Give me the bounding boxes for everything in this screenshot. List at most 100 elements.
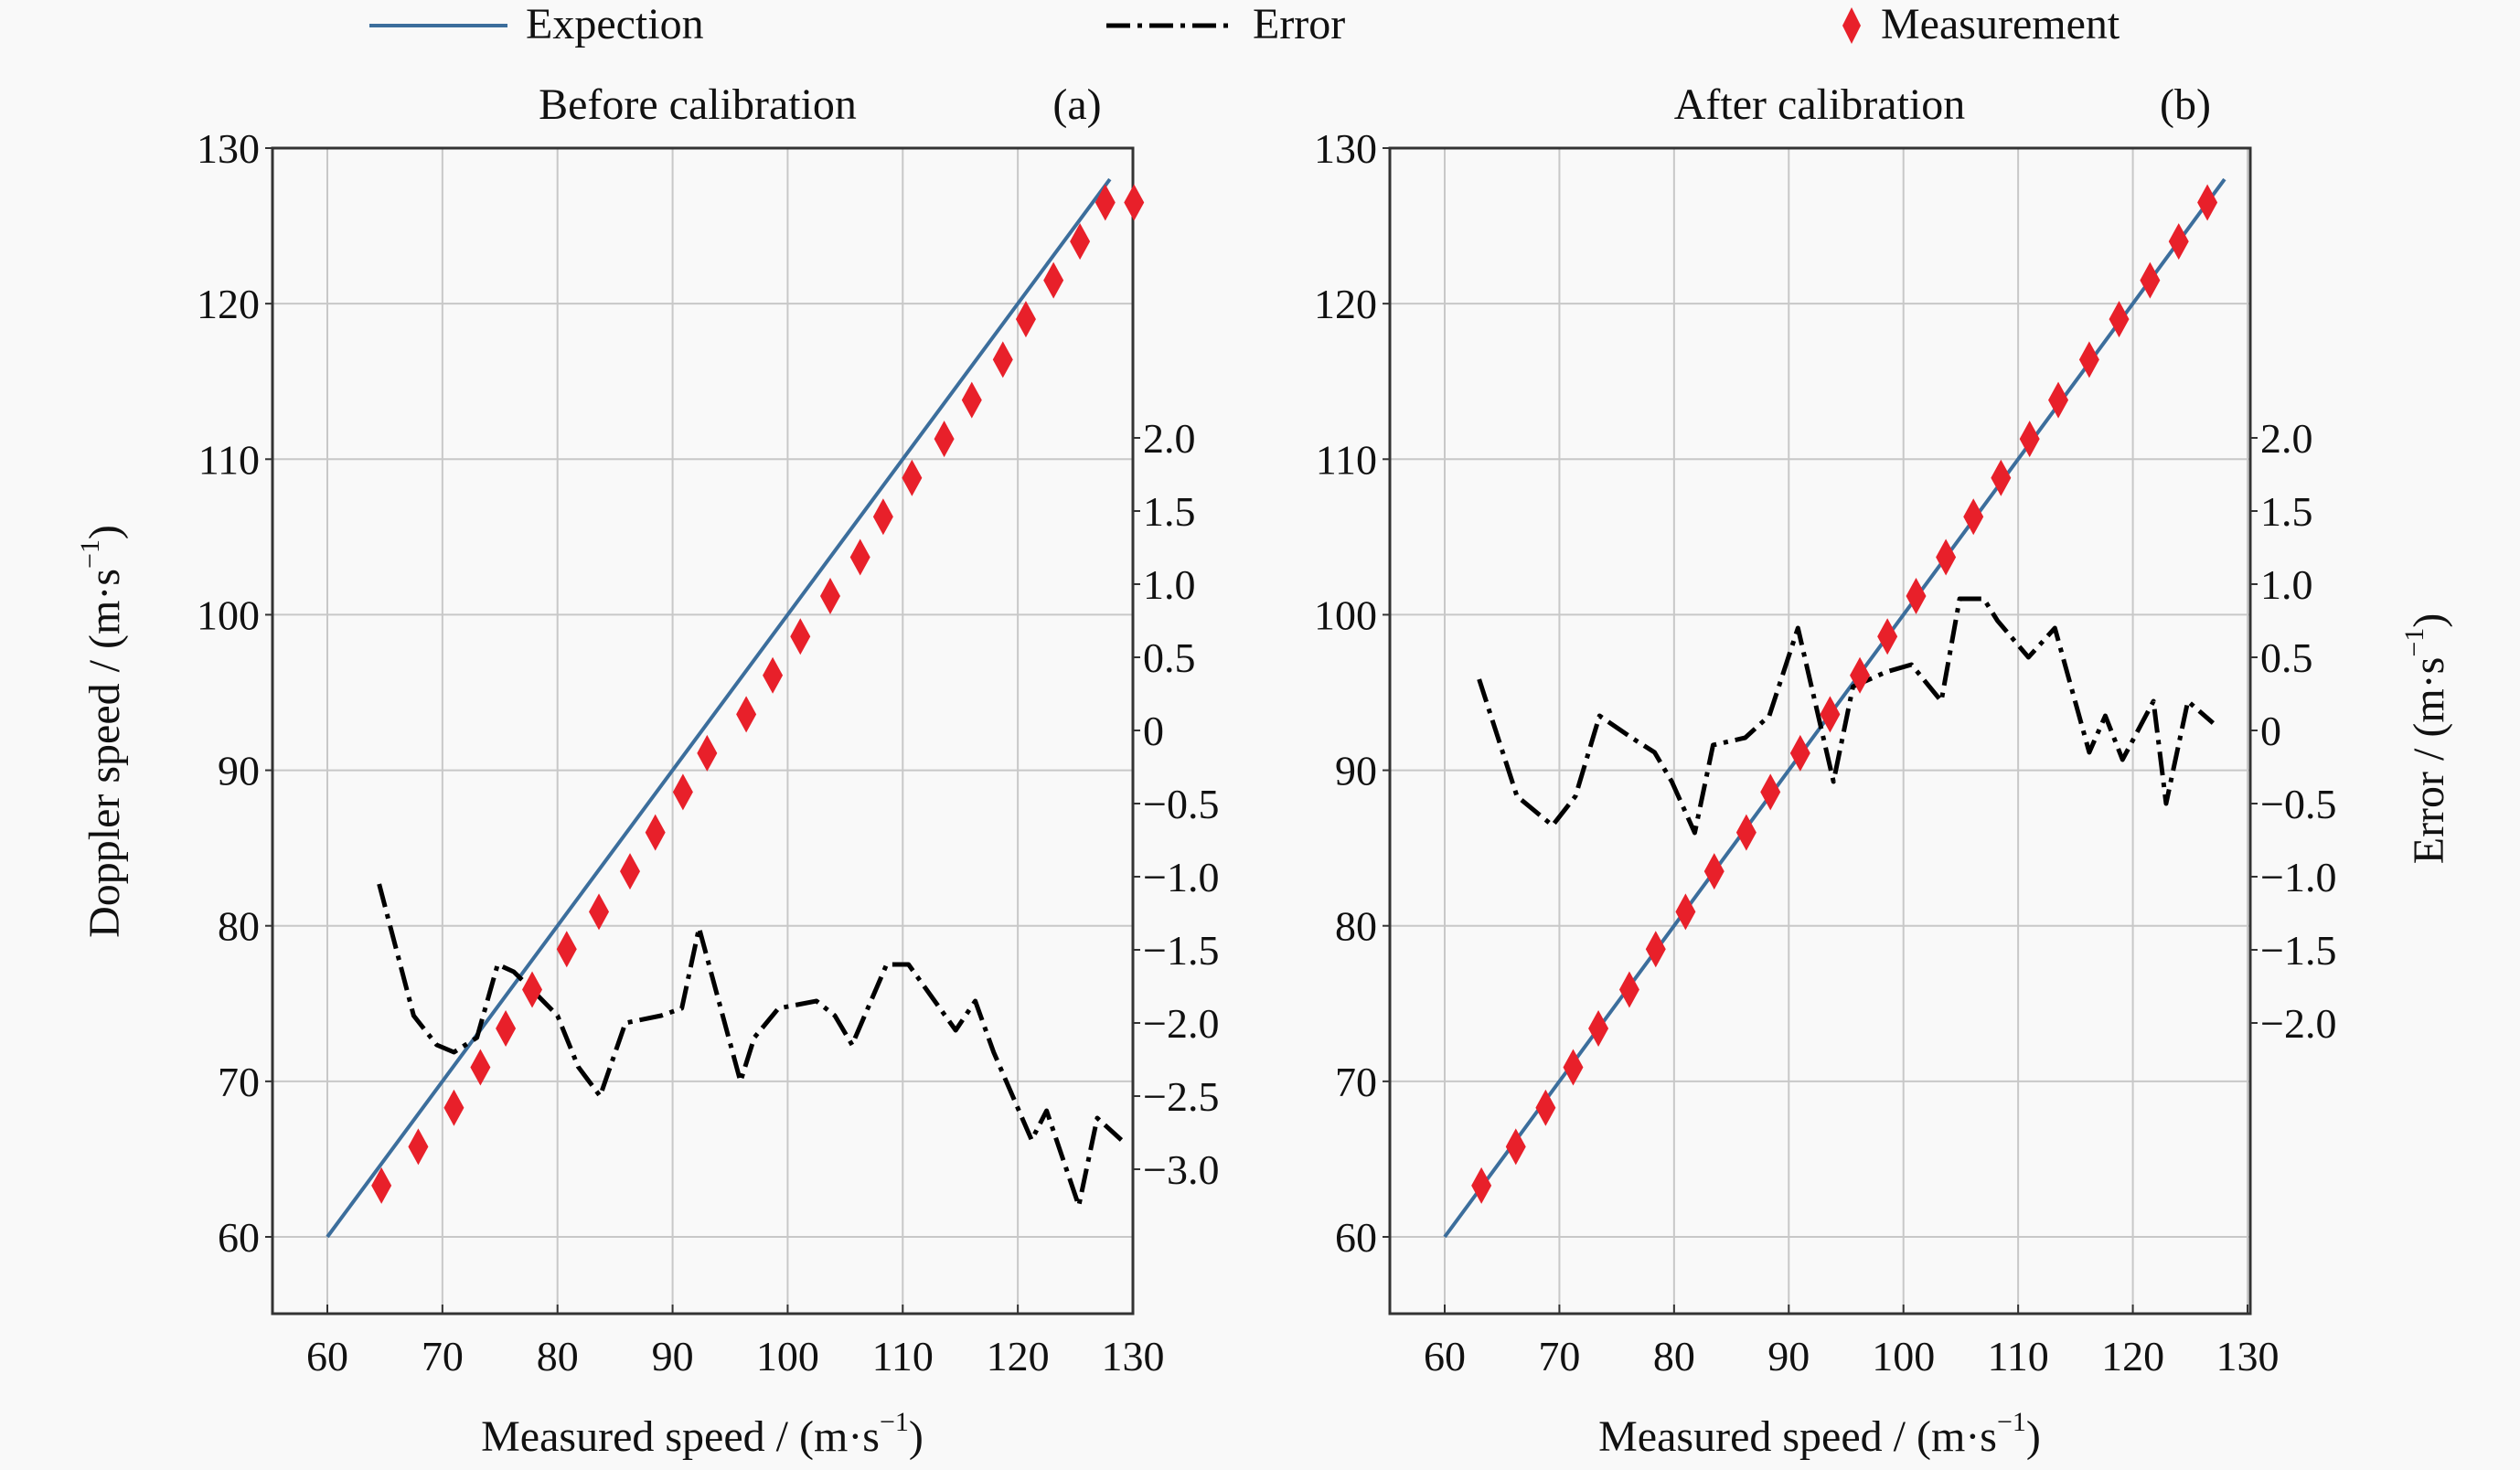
measurement-point bbox=[1070, 223, 1091, 261]
measurement-point bbox=[2048, 381, 2069, 419]
x-tick-label: 70 bbox=[1538, 1333, 1580, 1379]
measurement-point bbox=[1015, 301, 1036, 338]
measurement-point bbox=[1735, 814, 1757, 851]
measurement-point bbox=[470, 1049, 491, 1086]
measurement-point bbox=[408, 1128, 429, 1166]
error-axis-tick-label: 1.5 bbox=[2260, 488, 2313, 535]
measurement-point bbox=[645, 814, 666, 851]
y-tick-label: 60 bbox=[1335, 1214, 1377, 1261]
measurement-point bbox=[443, 1089, 464, 1126]
measurement-point bbox=[1850, 656, 1871, 694]
legend-expection-label: Expection bbox=[526, 0, 704, 48]
measurement-point bbox=[1936, 538, 1957, 576]
y-tick-label: 130 bbox=[197, 125, 260, 172]
measurement-point bbox=[1588, 1010, 1609, 1048]
measurement-point bbox=[763, 656, 784, 694]
error-axis-tick-label: −0.5 bbox=[2260, 781, 2336, 827]
y-tick-label: 90 bbox=[1335, 748, 1377, 794]
legend-measurement-label: Measurement bbox=[1881, 0, 2120, 48]
x-tick-label: 60 bbox=[306, 1333, 348, 1379]
measurement-point bbox=[1906, 578, 1927, 615]
x-tick-label: 60 bbox=[1424, 1333, 1466, 1379]
error-axis-tick-label: −1.0 bbox=[2260, 854, 2336, 900]
x-tick-label: 90 bbox=[1767, 1333, 1810, 1379]
measurement-point bbox=[1471, 1166, 1492, 1204]
legend-error-label: Error bbox=[1253, 0, 1345, 48]
measurement-point bbox=[2109, 301, 2130, 338]
x-tick-label: 110 bbox=[872, 1333, 934, 1379]
measurement-point bbox=[672, 773, 693, 811]
error-axis-label: Error / (m·s−1) bbox=[2399, 613, 2453, 865]
error-axis-tick-label: −1.0 bbox=[1143, 854, 1219, 900]
error-axis-tick-label: 1.0 bbox=[2260, 561, 2313, 608]
measurement-point bbox=[1618, 971, 1639, 1008]
error-axis-ticks: 2.0 1.5 1.0 0.5 0 −0.5 −1.0 −1.5 −2.0 −2.5 −3.0 bbox=[1133, 415, 1219, 1193]
x-ticks: 60 70 80 90 100 110 120 130 bbox=[1424, 1305, 2280, 1379]
y-tick-label: 120 bbox=[197, 281, 260, 327]
measurement-point bbox=[819, 578, 840, 615]
panel-tag: (b) bbox=[2160, 80, 2211, 129]
measurement-point bbox=[961, 381, 982, 419]
error-axis-tick-label: 1.0 bbox=[1143, 561, 1196, 608]
y-tick-label: 70 bbox=[218, 1059, 260, 1105]
measurement-point bbox=[736, 696, 757, 733]
y-ticks: 60 70 80 90 100 110 120 130 bbox=[197, 125, 272, 1261]
measurement-point bbox=[2078, 341, 2099, 378]
measurement-point bbox=[522, 971, 543, 1008]
expection-line bbox=[326, 177, 1112, 1239]
measurement-point bbox=[371, 1166, 392, 1204]
y-tick-label: 60 bbox=[218, 1214, 260, 1261]
measurement-point bbox=[697, 734, 718, 772]
measurement-point bbox=[1505, 1128, 1526, 1166]
measurement-point bbox=[2168, 223, 2189, 261]
measurement-point bbox=[790, 618, 811, 655]
panel-before-calibration: 60 70 80 90 100 110 120 130 60 70 80 90 100 110 120 13… bbox=[75, 80, 1219, 1461]
panel-title: After calibration bbox=[1674, 80, 1966, 129]
x-tick-label: 80 bbox=[1653, 1333, 1695, 1379]
measurement-point bbox=[1094, 184, 1116, 221]
measurement-point bbox=[1963, 498, 1984, 536]
measurement-point bbox=[1124, 184, 1145, 221]
measurement-point bbox=[1563, 1049, 1584, 1086]
error-line bbox=[1477, 596, 2216, 836]
series-layer bbox=[326, 177, 1145, 1239]
error-axis-tick-label: 0.5 bbox=[1143, 634, 1196, 681]
measurement-point bbox=[1991, 459, 2012, 496]
measurement-point bbox=[872, 498, 893, 536]
y-tick-label: 90 bbox=[218, 748, 260, 794]
measurement-point bbox=[1535, 1089, 1556, 1126]
x-axis-label: Measured speed / (m·s−1) bbox=[1598, 1407, 2041, 1461]
error-axis-tick-label: 2.0 bbox=[1143, 415, 1196, 462]
x-tick-label: 100 bbox=[756, 1333, 819, 1379]
x-tick-label: 80 bbox=[537, 1333, 579, 1379]
error-axis-tick-label: −0.5 bbox=[1143, 781, 1219, 827]
error-line bbox=[377, 883, 1124, 1209]
error-axis-tick-label: 0.5 bbox=[2260, 634, 2313, 681]
error-axis-tick-label: −1.5 bbox=[1143, 927, 1219, 974]
measurement-point bbox=[1645, 931, 1666, 968]
measurement-point bbox=[1877, 618, 1898, 655]
x-tick-label: 110 bbox=[1987, 1333, 2048, 1379]
x-tick-label: 130 bbox=[2216, 1333, 2280, 1379]
x-axis-label: Measured speed / (m·s−1) bbox=[481, 1407, 924, 1461]
measurement-point bbox=[2019, 421, 2040, 458]
y-ticks: 60 70 80 90 100 110 120 130 bbox=[1314, 125, 1390, 1261]
y-tick-label: 110 bbox=[198, 436, 260, 483]
measurement-point bbox=[1675, 893, 1696, 931]
measurement-point bbox=[496, 1010, 517, 1048]
measurement-point bbox=[1043, 261, 1064, 299]
measurement-point bbox=[589, 893, 610, 931]
y-tick-label: 70 bbox=[1335, 1059, 1377, 1105]
y-tick-label: 120 bbox=[1314, 281, 1377, 327]
legend-measurement-diamond-icon bbox=[1842, 7, 1861, 44]
measurement-point bbox=[1760, 773, 1781, 811]
y-tick-label: 100 bbox=[197, 591, 260, 638]
y-tick-label: 80 bbox=[1335, 903, 1377, 950]
measurement-point bbox=[934, 421, 955, 458]
panel-title: Before calibration bbox=[539, 80, 857, 129]
x-tick-label: 70 bbox=[422, 1333, 464, 1379]
x-tick-label: 100 bbox=[1872, 1333, 1935, 1379]
x-tick-label: 120 bbox=[987, 1333, 1050, 1379]
y-tick-label: 130 bbox=[1314, 125, 1377, 172]
